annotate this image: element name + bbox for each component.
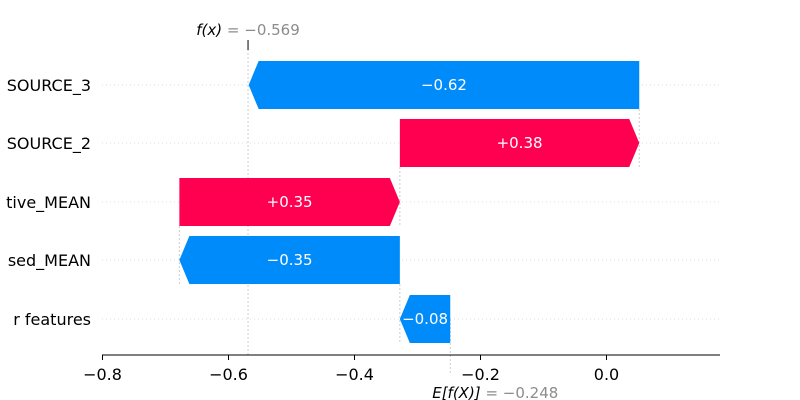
feature-name-label: r features	[13, 310, 91, 329]
feature-name-label: sed_MEAN	[8, 251, 91, 271]
bar-positive	[179, 178, 400, 226]
fx-annotation: f(x) = −0.569	[196, 21, 300, 39]
bar-value-label: +0.35	[267, 193, 313, 211]
x-tick-label: −0.4	[335, 365, 374, 384]
bar-value-label: −0.08	[402, 310, 448, 328]
fx-annotation-name: f(x)	[196, 21, 222, 39]
bar-value-label: −0.35	[267, 251, 313, 269]
base-annotation-name: E[f(X)]	[432, 384, 481, 400]
x-tick-label: 0.0	[594, 365, 619, 384]
x-tick-label: −0.6	[209, 365, 248, 384]
feature-name-label: SOURCE_3	[7, 76, 91, 96]
base-annotation-value: = −0.248	[481, 384, 559, 400]
x-tick-label: −0.2	[461, 365, 500, 384]
bar-negative	[248, 61, 640, 109]
x-tick-label: −0.8	[83, 365, 122, 384]
bar-value-label: +0.38	[497, 134, 543, 152]
fx-annotation-value: = −0.569	[222, 21, 300, 39]
bar-value-label: −0.62	[421, 76, 467, 94]
bar-negative	[399, 295, 451, 343]
base-value-annotation: E[f(X)] = −0.248	[432, 384, 558, 400]
feature-name-label: SOURCE_2	[7, 134, 91, 154]
bar-negative	[179, 236, 400, 284]
feature-name-label: tive_MEAN	[6, 193, 91, 213]
bar-positive	[399, 119, 640, 167]
